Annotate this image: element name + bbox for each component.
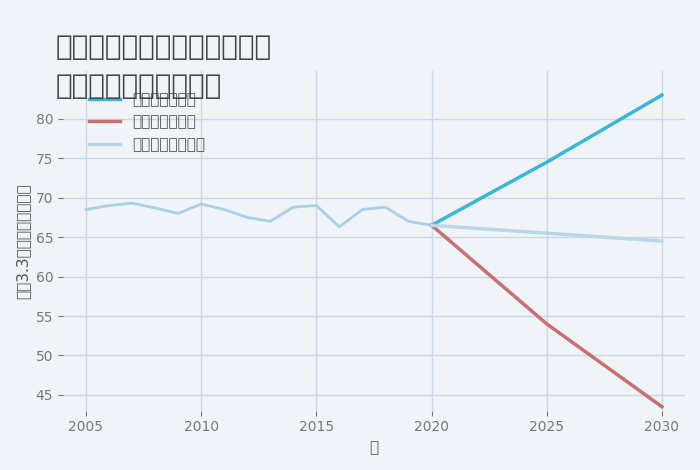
グッドシナリオ	[658, 92, 666, 98]
ノーマルシナリオ	[428, 222, 436, 228]
バッドシナリオ	[542, 321, 551, 327]
バッドシナリオ	[658, 404, 666, 409]
Text: 兵庫県丹波市市島町乙河内の
中古戸建ての価格推移: 兵庫県丹波市市島町乙河内の 中古戸建ての価格推移	[56, 33, 272, 100]
Legend: グッドシナリオ, バッドシナリオ, ノーマルシナリオ: グッドシナリオ, バッドシナリオ, ノーマルシナリオ	[83, 86, 211, 158]
Line: グッドシナリオ: グッドシナリオ	[432, 95, 662, 225]
Y-axis label: 平（3.3㎡）単価（万円）: 平（3.3㎡）単価（万円）	[15, 183, 30, 299]
X-axis label: 年: 年	[370, 440, 379, 455]
グッドシナリオ	[428, 222, 436, 228]
ノーマルシナリオ	[542, 230, 551, 236]
グッドシナリオ	[542, 159, 551, 165]
ノーマルシナリオ	[658, 238, 666, 244]
バッドシナリオ	[428, 222, 436, 228]
Line: バッドシナリオ: バッドシナリオ	[432, 225, 662, 407]
Line: ノーマルシナリオ: ノーマルシナリオ	[432, 225, 662, 241]
